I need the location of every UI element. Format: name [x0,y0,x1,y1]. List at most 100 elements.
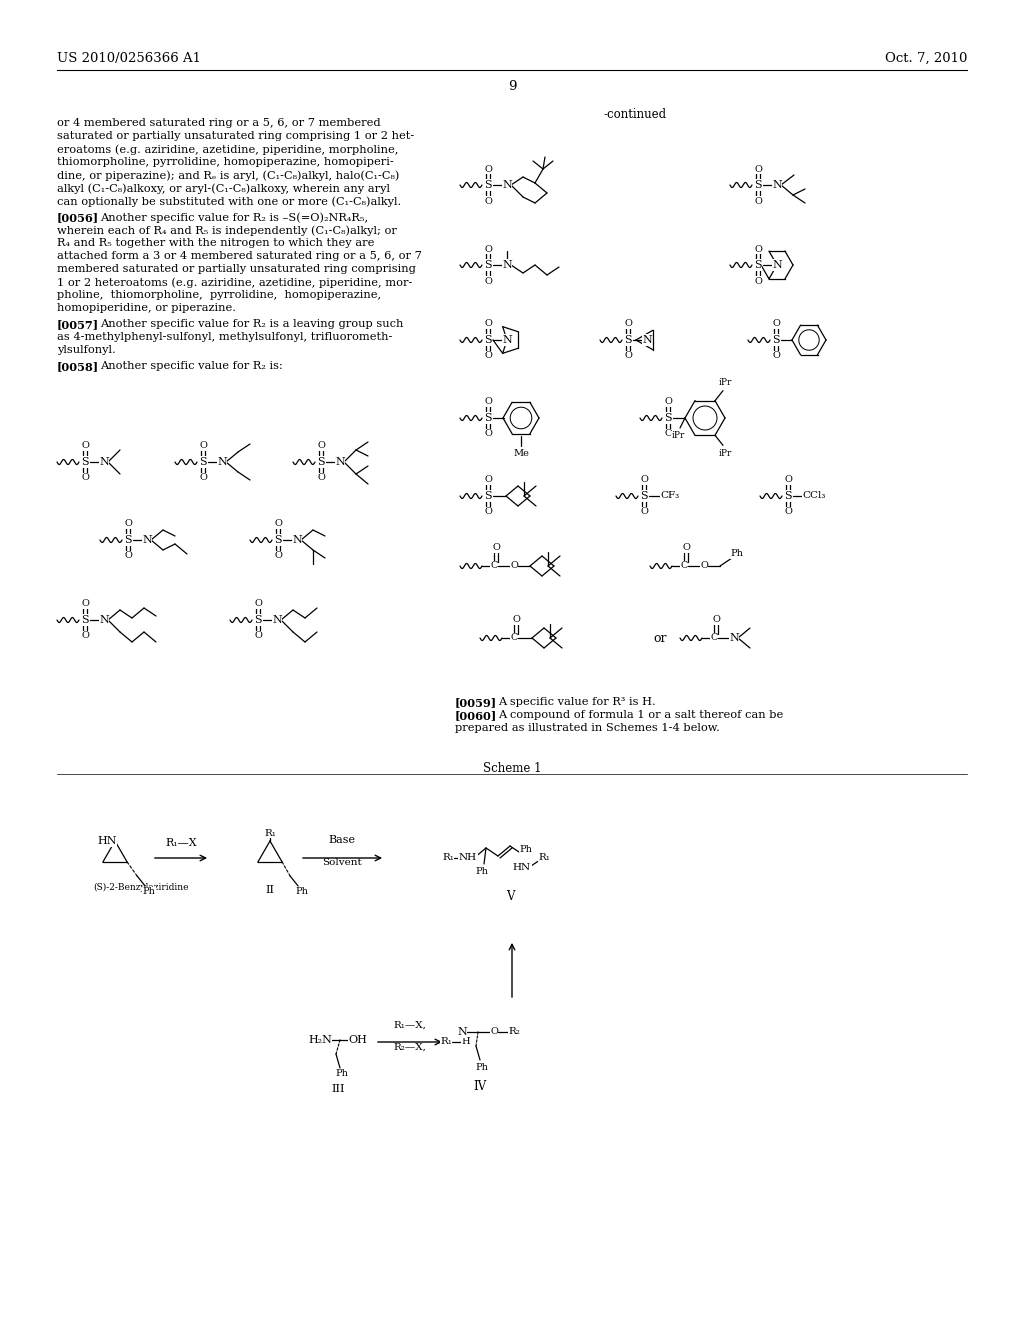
Text: H: H [462,1038,470,1047]
Text: O: O [484,244,492,253]
Text: O: O [199,474,207,483]
Text: S: S [755,260,762,271]
Text: HN: HN [97,836,117,846]
Text: Scheme 1: Scheme 1 [482,762,542,775]
Text: R₄ and R₅ together with the nitrogen to which they are: R₄ and R₅ together with the nitrogen to … [57,238,375,248]
Text: pholine,  thiomorpholine,  pyrrolidine,  homopiperazine,: pholine, thiomorpholine, pyrrolidine, ho… [57,290,381,300]
Text: S: S [200,457,207,467]
Text: S: S [772,335,780,345]
Text: S: S [81,615,89,624]
Text: O: O [484,429,492,438]
Text: thiomorpholine, pyrrolidine, homopiperazine, homopiperi-: thiomorpholine, pyrrolidine, homopiperaz… [57,157,394,168]
Text: S: S [784,491,792,502]
Text: attached form a 3 or 4 membered saturated ring or a 5, 6, or 7: attached form a 3 or 4 membered saturate… [57,251,422,261]
Text: O: O [512,615,520,624]
Text: iPr: iPr [672,432,685,441]
Text: S: S [254,615,262,624]
Text: O: O [274,552,282,561]
Text: R₁: R₁ [442,854,454,862]
Text: or: or [653,631,667,644]
Text: R₁: R₁ [538,854,550,862]
Text: S: S [625,335,632,345]
Text: H₂N: H₂N [308,1035,332,1045]
Text: IV: IV [473,1080,486,1093]
Text: R₁: R₁ [440,1038,452,1047]
Text: O: O [682,544,690,553]
Text: N: N [272,615,282,624]
Text: Ph: Ph [336,1069,348,1078]
Text: O: O [510,561,518,570]
Text: Another specific value for R₂ is:: Another specific value for R₂ is: [100,360,283,371]
Text: O: O [700,561,708,570]
Text: Solvent: Solvent [323,858,361,867]
Text: O: O [624,351,632,360]
Text: ylsulfonyl.: ylsulfonyl. [57,345,116,355]
Text: S: S [274,535,282,545]
Text: N: N [502,260,512,271]
Text: NH: NH [459,854,477,862]
Text: iPr: iPr [718,449,732,458]
Text: O: O [754,197,762,206]
Text: O: O [484,507,492,516]
Text: as 4-methylphenyl-sulfonyl, methylsulfonyl, trifluorometh-: as 4-methylphenyl-sulfonyl, methylsulfon… [57,333,392,342]
Text: O: O [254,599,262,609]
Text: O: O [254,631,262,640]
Text: O: O [81,441,89,450]
Text: Another specific value for R₂ is a leaving group such: Another specific value for R₂ is a leavi… [100,319,403,329]
Text: S: S [81,457,89,467]
Text: S: S [484,260,492,271]
Text: S: S [484,180,492,190]
Text: O: O [317,441,325,450]
Text: O: O [490,1027,498,1036]
Text: N: N [292,535,302,545]
Text: O: O [81,474,89,483]
Text: [0059]: [0059] [455,697,497,708]
Text: HN: HN [513,863,531,873]
Text: Oct. 7, 2010: Oct. 7, 2010 [885,51,967,65]
Text: alkyl (C₁-C₈)alkoxy, or aryl-(C₁-C₈)alkoxy, wherein any aryl: alkyl (C₁-C₈)alkoxy, or aryl-(C₁-C₈)alko… [57,183,390,194]
Text: C: C [711,634,718,643]
Text: O: O [493,544,500,553]
Text: C: C [680,561,688,570]
Text: (S)-2-Benzylaziridine: (S)-2-Benzylaziridine [93,883,188,892]
Text: membered saturated or partially unsaturated ring comprising: membered saturated or partially unsatura… [57,264,416,275]
Text: CCl₃: CCl₃ [803,491,825,500]
Text: O: O [81,631,89,640]
Text: V: V [506,890,514,903]
Text: O: O [274,520,282,528]
Text: Another specific value for R₂ is –S(=O)₂NR₄R₅,: Another specific value for R₂ is –S(=O)₂… [100,213,368,223]
Text: Ph: Ph [475,1064,488,1072]
Text: O: O [772,319,780,329]
Text: N: N [142,535,152,545]
Text: -continued: -continued [603,108,667,121]
Text: O: O [784,475,792,484]
Text: N: N [502,180,512,190]
Text: can optionally be substituted with one or more (C₁-C₈)alkyl.: can optionally be substituted with one o… [57,195,401,206]
Text: R₁—X,: R₁—X, [393,1020,426,1030]
Text: 9: 9 [508,81,516,92]
Text: S: S [755,180,762,190]
Text: O: O [664,397,672,407]
Text: Ph: Ph [475,867,488,876]
Text: OH: OH [348,1035,368,1045]
Text: S: S [484,335,492,345]
Text: N: N [502,335,512,345]
Text: prepared as illustrated in Schemes 1-4 below.: prepared as illustrated in Schemes 1-4 b… [455,723,720,733]
Text: O: O [484,276,492,285]
Text: O: O [199,441,207,450]
Text: N: N [99,615,109,624]
Text: R₁: R₁ [264,829,275,837]
Text: US 2010/0256366 A1: US 2010/0256366 A1 [57,51,201,65]
Text: O: O [484,351,492,360]
Text: Base: Base [329,836,355,845]
Text: Ph: Ph [296,887,308,896]
Text: Me: Me [513,449,529,458]
Text: O: O [640,475,648,484]
Text: O: O [124,520,132,528]
Text: dine, or piperazine); and Rₑ is aryl, (C₁-C₈)alkyl, halo(C₁-C₈): dine, or piperazine); and Rₑ is aryl, (C… [57,170,399,181]
Text: O: O [624,319,632,329]
Text: II: II [265,884,274,895]
Text: R₂: R₂ [508,1027,520,1036]
Text: A compound of formula 1 or a salt thereof can be: A compound of formula 1 or a salt thereo… [498,710,783,719]
Text: O: O [484,319,492,329]
